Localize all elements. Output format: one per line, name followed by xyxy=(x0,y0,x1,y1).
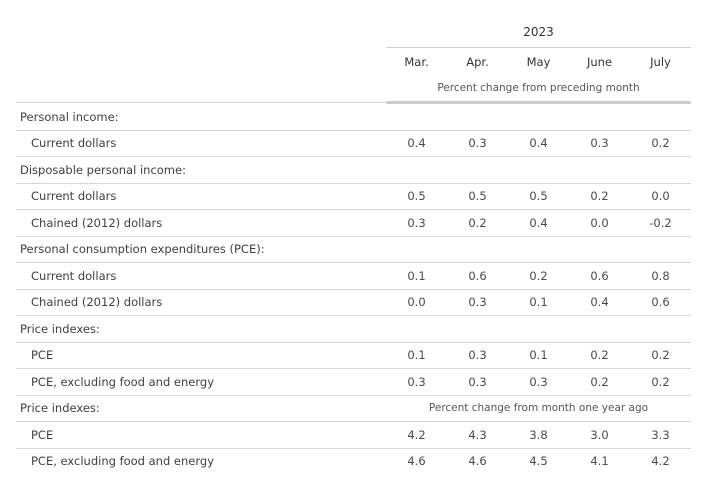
table-row: PCE 4.2 4.3 3.8 3.0 3.3 xyxy=(16,421,691,448)
value-cell: 0.8 xyxy=(630,262,691,289)
value-cell: 0.3 xyxy=(386,368,447,395)
row-label: PCE xyxy=(16,421,386,448)
section-row-personal-income: Personal income: xyxy=(16,102,691,130)
section-row-pce: Personal consumption expenditures (PCE): xyxy=(16,235,691,263)
value-cell: 0.1 xyxy=(386,262,447,289)
section-label: Disposable personal income: xyxy=(16,156,691,183)
value-cell: 0.4 xyxy=(508,209,569,236)
row-label: Current dollars xyxy=(16,262,386,289)
value-cell: 0.2 xyxy=(447,209,508,236)
value-cell: 0.3 xyxy=(569,129,630,157)
value-cell: 0.3 xyxy=(447,288,508,316)
year-header: 2023 xyxy=(523,25,554,39)
value-cell: 0.2 xyxy=(569,182,630,210)
value-cell: 4.2 xyxy=(630,447,691,474)
value-cell: 0.1 xyxy=(508,288,569,316)
header-spacer xyxy=(16,15,386,48)
month-header-apr: Apr. xyxy=(447,47,508,75)
table-row: Chained (2012) dollars 0.0 0.3 0.1 0.4 0… xyxy=(16,288,691,316)
value-cell: 0.6 xyxy=(569,262,630,289)
value-cell: 0.3 xyxy=(508,368,569,395)
year-header-row: 2023 xyxy=(16,15,691,48)
unit-note: Percent change from month one year ago xyxy=(386,394,691,422)
value-cell: 0.2 xyxy=(630,368,691,395)
value-cell: 0.1 xyxy=(386,341,447,369)
table-row: Current dollars 0.1 0.6 0.2 0.6 0.8 xyxy=(16,262,691,289)
value-cell: 0.5 xyxy=(508,182,569,210)
value-cell: 0.3 xyxy=(386,209,447,236)
value-cell: 0.4 xyxy=(569,288,630,316)
row-label: PCE, excluding food and energy xyxy=(16,368,386,395)
value-cell: 4.2 xyxy=(386,421,447,448)
table-row: PCE, excluding food and energy 4.6 4.6 4… xyxy=(16,447,691,474)
section-row-price-indexes: Price indexes: xyxy=(16,315,691,342)
value-cell: 0.1 xyxy=(508,341,569,369)
value-cell: 0.3 xyxy=(447,368,508,395)
value-cell: 0.2 xyxy=(569,368,630,395)
section-label: Personal income: xyxy=(16,102,691,130)
row-label: Chained (2012) dollars xyxy=(16,209,386,236)
value-cell: 0.2 xyxy=(569,341,630,369)
table-row: PCE 0.1 0.3 0.1 0.2 0.2 xyxy=(16,341,691,369)
row-label: Chained (2012) dollars xyxy=(16,288,386,316)
value-cell: 0.3 xyxy=(447,129,508,157)
month-header-mar: Mar. xyxy=(386,47,447,75)
value-cell: 0.0 xyxy=(630,182,691,210)
value-cell: 4.3 xyxy=(447,421,508,448)
month-header-row: Mar. Apr. May June July xyxy=(16,47,691,76)
value-cell: 0.0 xyxy=(386,288,447,316)
value-cell: 3.0 xyxy=(569,421,630,448)
table-row: Chained (2012) dollars 0.3 0.2 0.4 0.0 -… xyxy=(16,209,691,236)
row-label: Current dollars xyxy=(16,182,386,210)
unit-header: Percent change from preceding month xyxy=(386,75,691,104)
month-header-june: June xyxy=(569,47,630,75)
value-cell: 0.4 xyxy=(508,129,569,157)
income-outlays-table: 2023 Mar. Apr. May June July Percent cha… xyxy=(16,15,691,474)
table-row: Current dollars 0.5 0.5 0.5 0.2 0.0 xyxy=(16,182,691,210)
table-row: PCE, excluding food and energy 0.3 0.3 0… xyxy=(16,368,691,395)
value-cell: 0.6 xyxy=(630,288,691,316)
value-cell: 0.5 xyxy=(386,182,447,210)
value-cell: 3.8 xyxy=(508,421,569,448)
row-label: PCE, excluding food and energy xyxy=(16,447,386,474)
value-cell: 0.2 xyxy=(630,129,691,157)
section-label: Personal consumption expenditures (PCE): xyxy=(16,235,691,263)
value-cell: 0.4 xyxy=(386,129,447,157)
value-cell: 0.5 xyxy=(447,182,508,210)
value-cell: 3.3 xyxy=(630,421,691,448)
unit-header-row: Percent change from preceding month xyxy=(16,75,691,104)
section-row-disposable-income: Disposable personal income: xyxy=(16,156,691,183)
row-label: PCE xyxy=(16,341,386,369)
table-row: Current dollars 0.4 0.3 0.4 0.3 0.2 xyxy=(16,129,691,157)
value-cell: 4.6 xyxy=(447,447,508,474)
row-label: Current dollars xyxy=(16,129,386,157)
value-cell: 0.0 xyxy=(569,209,630,236)
value-cell: 0.3 xyxy=(447,341,508,369)
value-cell: 0.2 xyxy=(630,341,691,369)
month-header-july: July xyxy=(630,47,691,75)
value-cell: 4.5 xyxy=(508,447,569,474)
month-header-may: May xyxy=(508,47,569,75)
header-spacer xyxy=(16,48,386,76)
value-cell: 4.1 xyxy=(569,447,630,474)
section-row-price-indexes-yoy: Price indexes: Percent change from month… xyxy=(16,394,691,422)
value-cell: 0.2 xyxy=(508,262,569,289)
section-label: Price indexes: xyxy=(16,315,691,342)
value-cell: 4.6 xyxy=(386,447,447,474)
section-label: Price indexes: xyxy=(16,394,386,422)
value-cell: 0.6 xyxy=(447,262,508,289)
value-cell: -0.2 xyxy=(630,209,691,236)
header-spacer xyxy=(16,75,386,103)
